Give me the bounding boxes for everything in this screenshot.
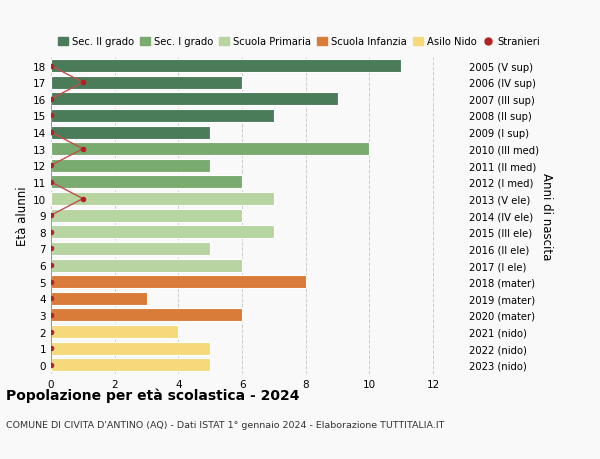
Text: COMUNE DI CIVITA D'ANTINO (AQ) - Dati ISTAT 1° gennaio 2024 - Elaborazione TUTTI: COMUNE DI CIVITA D'ANTINO (AQ) - Dati IS… — [6, 420, 445, 429]
Y-axis label: Anni di nascita: Anni di nascita — [540, 172, 553, 259]
Bar — [51, 325, 178, 338]
Bar — [51, 143, 370, 156]
Y-axis label: Età alunni: Età alunni — [16, 186, 29, 246]
Bar — [51, 292, 146, 305]
Bar — [51, 226, 274, 239]
Bar — [51, 275, 306, 289]
Bar — [51, 209, 242, 222]
Bar — [51, 77, 242, 90]
Bar — [51, 160, 210, 173]
Bar — [51, 60, 401, 73]
Bar — [51, 242, 210, 255]
Bar — [51, 110, 274, 123]
Bar — [51, 176, 242, 189]
Legend: Sec. II grado, Sec. I grado, Scuola Primaria, Scuola Infanzia, Asilo Nido, Stran: Sec. II grado, Sec. I grado, Scuola Prim… — [56, 35, 542, 49]
Bar — [51, 126, 210, 139]
Text: Popolazione per età scolastica - 2024: Popolazione per età scolastica - 2024 — [6, 388, 299, 403]
Bar — [51, 309, 242, 322]
Bar — [51, 259, 242, 272]
Bar — [51, 342, 210, 355]
Bar — [51, 358, 210, 371]
Bar — [51, 93, 338, 106]
Bar — [51, 193, 274, 206]
